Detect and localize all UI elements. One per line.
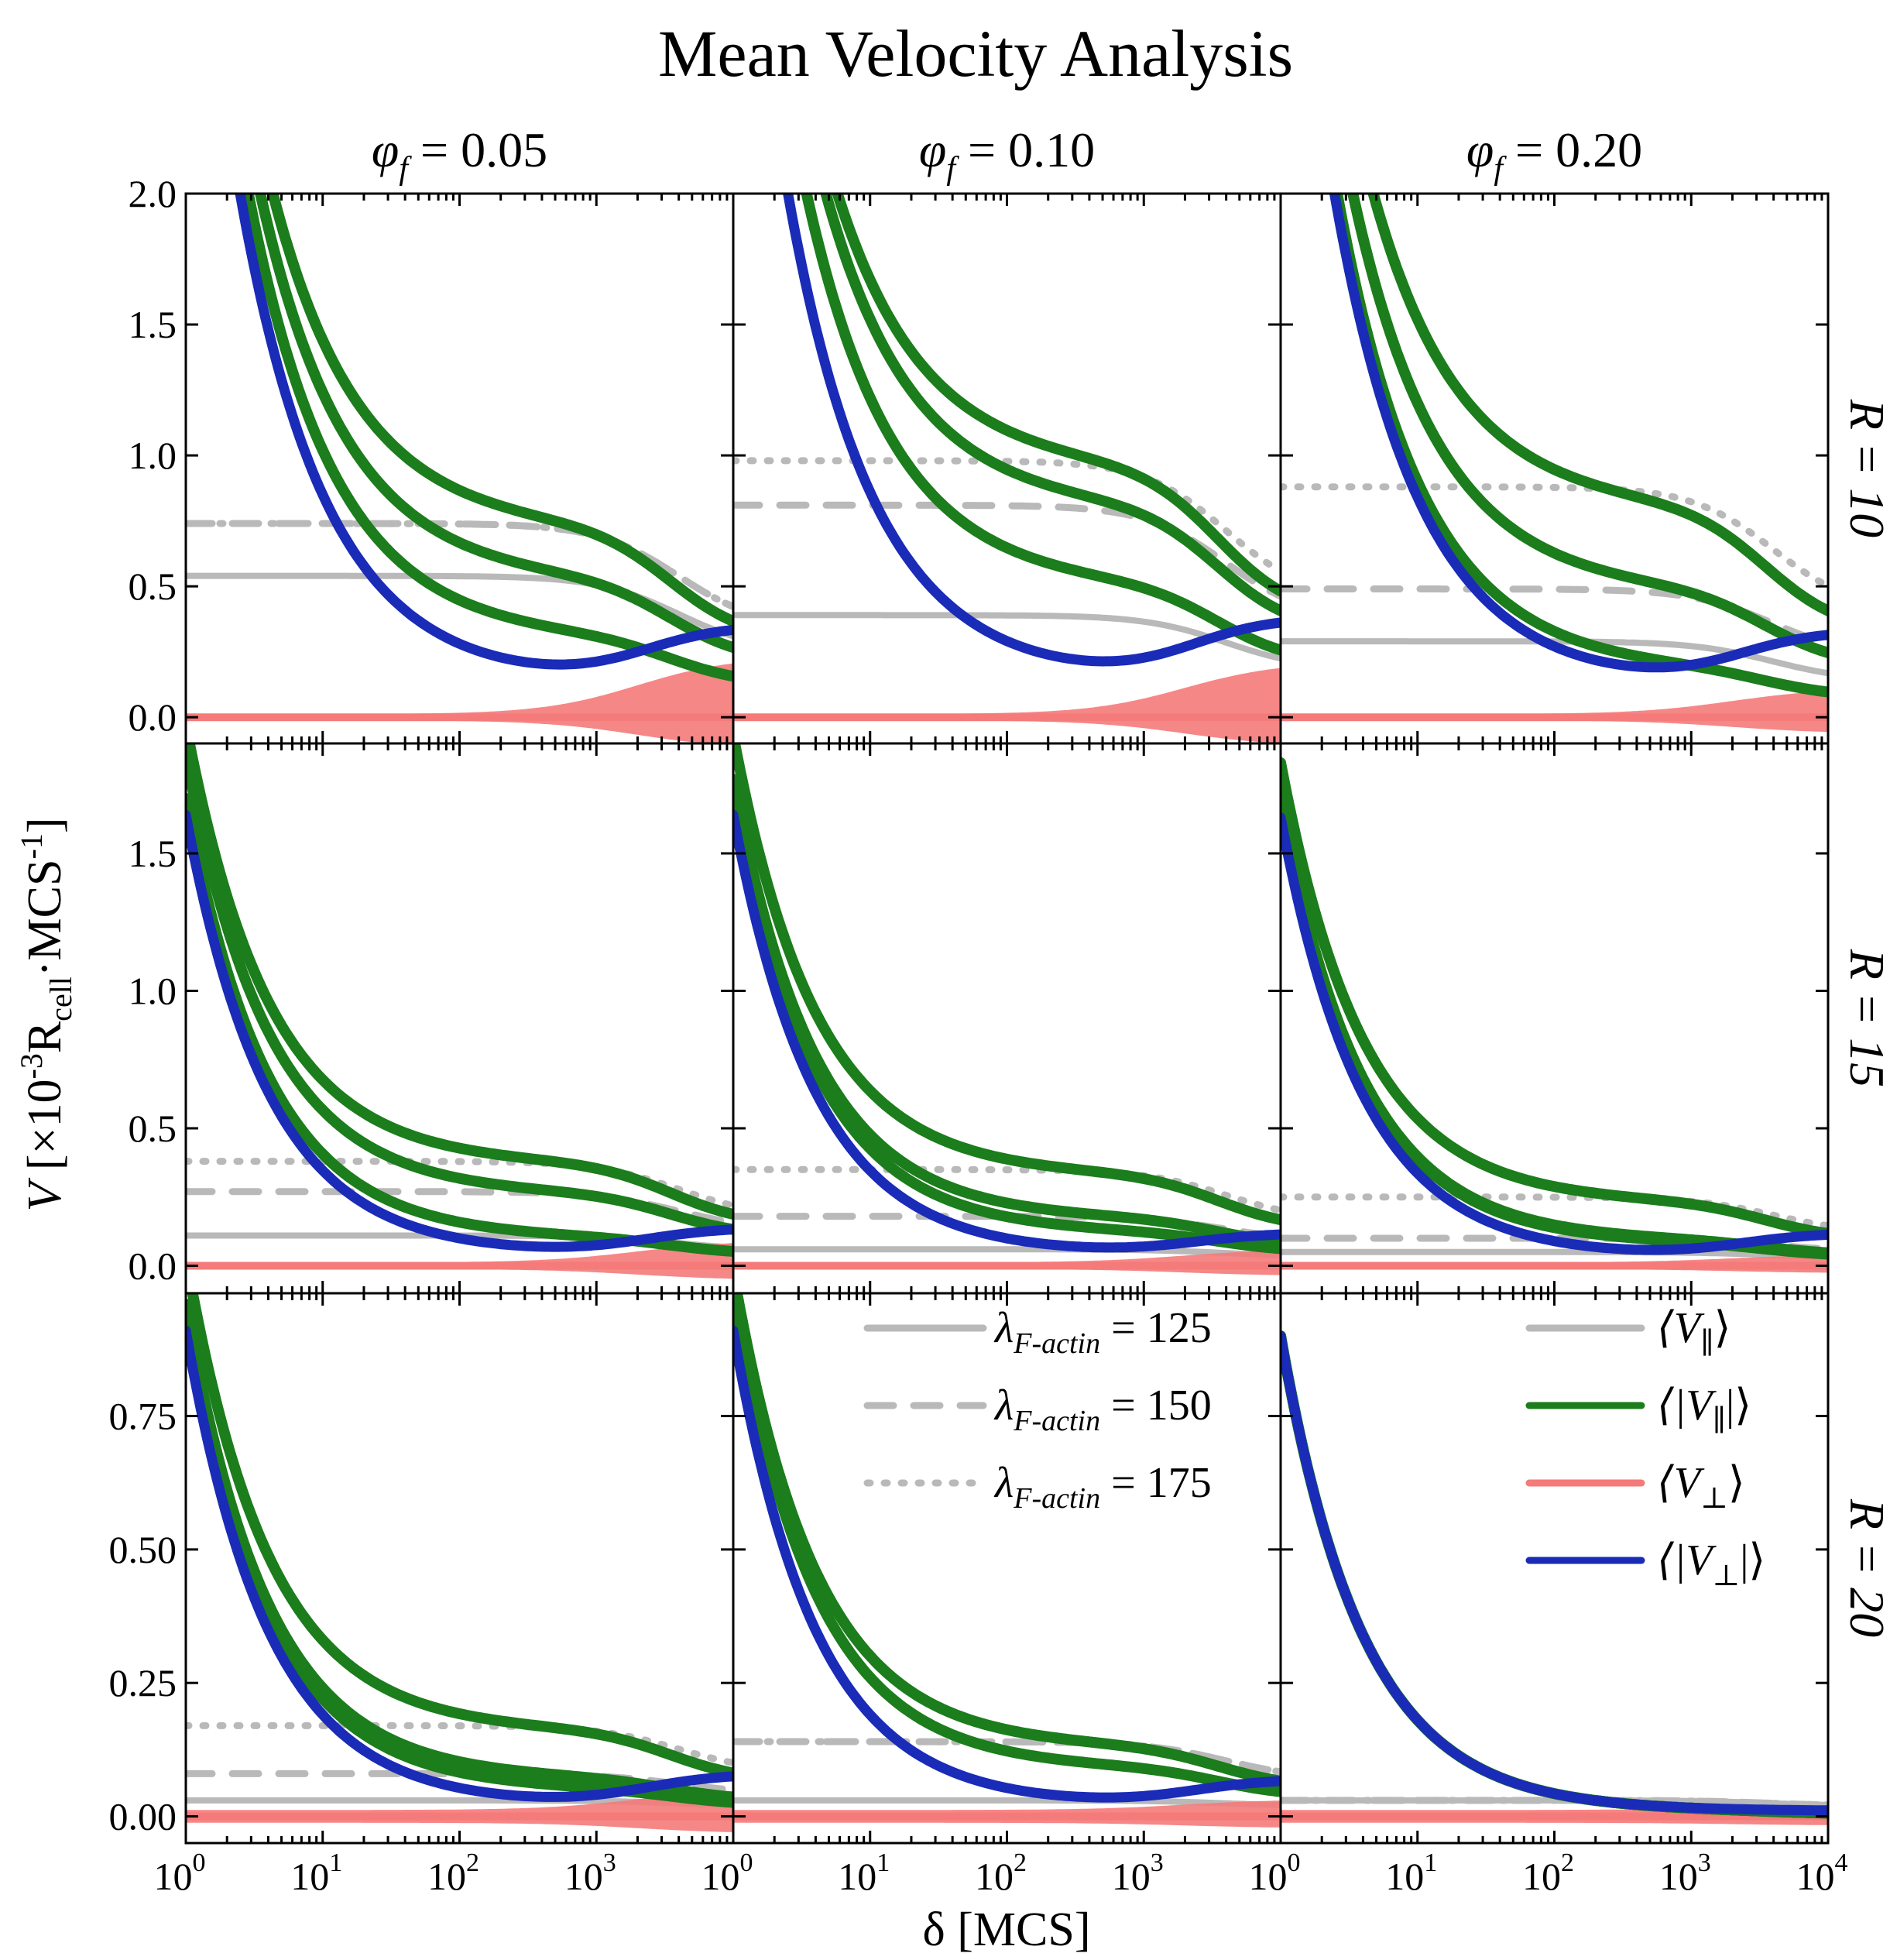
- par-curve-lambda-2: [1281, 483, 1828, 590]
- x-tick-label: 100: [701, 1848, 753, 1898]
- panel-2-0: [186, 1293, 733, 1832]
- par-curve-lambda-0: [733, 1797, 1281, 1808]
- y-tick-label: 2.0: [129, 172, 177, 215]
- abspar-curve-lambda-1: [186, 743, 733, 1220]
- par-curve-lambda-1: [733, 1213, 1281, 1241]
- legend-lambda-label-0: λF-actin = 125: [993, 1304, 1212, 1360]
- column-label-phi0: φf = 0.05: [372, 122, 547, 187]
- absperp-curve: [783, 194, 1281, 667]
- par-curve-lambda-1: [186, 1188, 733, 1227]
- panel-1-0: [186, 743, 733, 1279]
- y-tick-label: 0.5: [129, 565, 177, 608]
- abspar-curve-lambda-0: [733, 1293, 1281, 1797]
- y-tick-label: 1.5: [129, 832, 177, 875]
- perp-band: [186, 1243, 733, 1279]
- legend-lambda-label-1: λF-actin = 150: [993, 1382, 1212, 1437]
- panel-0-0: [186, 194, 733, 743]
- par-curve-lambda-1: [1281, 1234, 1828, 1253]
- x-tick-label: 100: [154, 1848, 206, 1898]
- absperp-curve: [733, 1325, 1281, 1803]
- x-tick-label: 102: [427, 1848, 479, 1898]
- panel-2-1: [733, 1293, 1281, 1828]
- legend-quantity-label-perp: ⟨V⊥⟩: [1657, 1459, 1745, 1515]
- x-tick-label: 103: [564, 1848, 616, 1898]
- column-label-phi2: φf = 0.20: [1466, 122, 1642, 187]
- y-tick-label: 0.0: [129, 695, 177, 739]
- perp-band: [733, 668, 1281, 743]
- x-tick-label: 101: [838, 1848, 890, 1898]
- abspar-curve-lambda-2: [733, 1293, 1281, 1787]
- par-curve-lambda-2: [186, 1721, 733, 1766]
- x-tick-label: 100: [1249, 1848, 1301, 1898]
- abspar-curve-lambda-2: [820, 194, 1281, 616]
- par-curve-lambda-2: [1281, 1797, 1828, 1809]
- abspar-curve-lambda-1: [1281, 757, 1828, 1239]
- legend-quantity-label-absperp: ⟨|V⊥|⟩: [1657, 1536, 1765, 1592]
- perp-band: [186, 1791, 733, 1832]
- abspar-curve-lambda-2: [1347, 194, 1828, 658]
- y-tick-label: 1.5: [129, 303, 177, 346]
- legend-quantity-label-abspar: ⟨|V∥|⟩: [1657, 1382, 1751, 1437]
- panel-0-2: [1281, 194, 1828, 733]
- y-tick-label: 0.75: [109, 1395, 177, 1438]
- column-label-phi1: φf = 0.10: [919, 122, 1095, 187]
- y-tick-label: 1.0: [129, 434, 177, 477]
- absperp-curve: [733, 809, 1281, 1253]
- abspar-curve-lambda-0: [801, 194, 1281, 656]
- abspar-curve-lambda-2: [255, 194, 733, 654]
- y-axis-label: V [×10-3Rcell·MCS-1]: [14, 817, 78, 1211]
- par-curve-lambda-0: [1281, 1248, 1828, 1260]
- absperp-curve: [1281, 812, 1828, 1255]
- par-curve-lambda-0: [733, 1246, 1281, 1258]
- x-tick-label: 103: [1112, 1848, 1164, 1898]
- abspar-curve-lambda-2: [733, 774, 1281, 1248]
- y-tick-label: 0.50: [109, 1528, 177, 1571]
- x-tick-label: 102: [975, 1848, 1027, 1898]
- y-tick-label: 0.0: [129, 1244, 177, 1288]
- y-tick-label: 0.5: [129, 1107, 177, 1150]
- perp-band: [1281, 691, 1828, 733]
- abspar-curve-lambda-1: [267, 194, 733, 627]
- par-curve-lambda-1: [186, 1769, 733, 1794]
- row-label-R2: R = 20: [1840, 1498, 1890, 1637]
- par-curve-lambda-0: [733, 612, 1281, 662]
- legend-quantity-label-par: ⟨V∥⟩: [1657, 1304, 1730, 1360]
- x-tick-label: 101: [1385, 1848, 1437, 1898]
- absperp-curve: [1281, 1330, 1828, 1816]
- row-label-R0: R = 10: [1840, 399, 1890, 537]
- perp-band: [186, 663, 733, 743]
- x-tick-label: 102: [1522, 1848, 1574, 1898]
- abspar-curve-lambda-1: [1367, 194, 1828, 616]
- absperp-curve: [186, 1325, 733, 1802]
- y-tick-label: 1.0: [129, 970, 177, 1013]
- par-curve-lambda-1: [1281, 585, 1828, 647]
- abspar-curve-lambda-1: [733, 743, 1281, 1226]
- panel-1-2: [1281, 757, 1828, 1273]
- y-tick-label: 0.00: [109, 1795, 177, 1838]
- abspar-curve-lambda-1: [832, 194, 1281, 597]
- panel-1-1: [733, 743, 1281, 1275]
- y-tick-label: 0.25: [109, 1661, 177, 1704]
- legend-lambda-label-2: λF-actin = 175: [993, 1459, 1212, 1515]
- abspar-curve-lambda-1: [187, 1293, 733, 1779]
- par-curve-lambda-2: [733, 1165, 1281, 1214]
- x-axis-label: δ [MCS]: [923, 1903, 1091, 1956]
- panel-2-2: [1281, 1330, 1828, 1825]
- x-tick-label: 104: [1796, 1848, 1848, 1898]
- chart-title: Mean Velocity Analysis: [658, 16, 1293, 91]
- par-curve-lambda-2: [733, 457, 1281, 575]
- abspar-curve-lambda-2: [186, 749, 733, 1235]
- absperp-curve: [235, 194, 733, 670]
- absperp-curve: [1329, 194, 1828, 673]
- panel-0-1: [733, 194, 1281, 743]
- x-tick-label: 101: [290, 1848, 342, 1898]
- absperp-curve: [186, 809, 733, 1252]
- row-label-R1: R = 15: [1840, 949, 1890, 1087]
- x-tick-label: 103: [1659, 1848, 1711, 1898]
